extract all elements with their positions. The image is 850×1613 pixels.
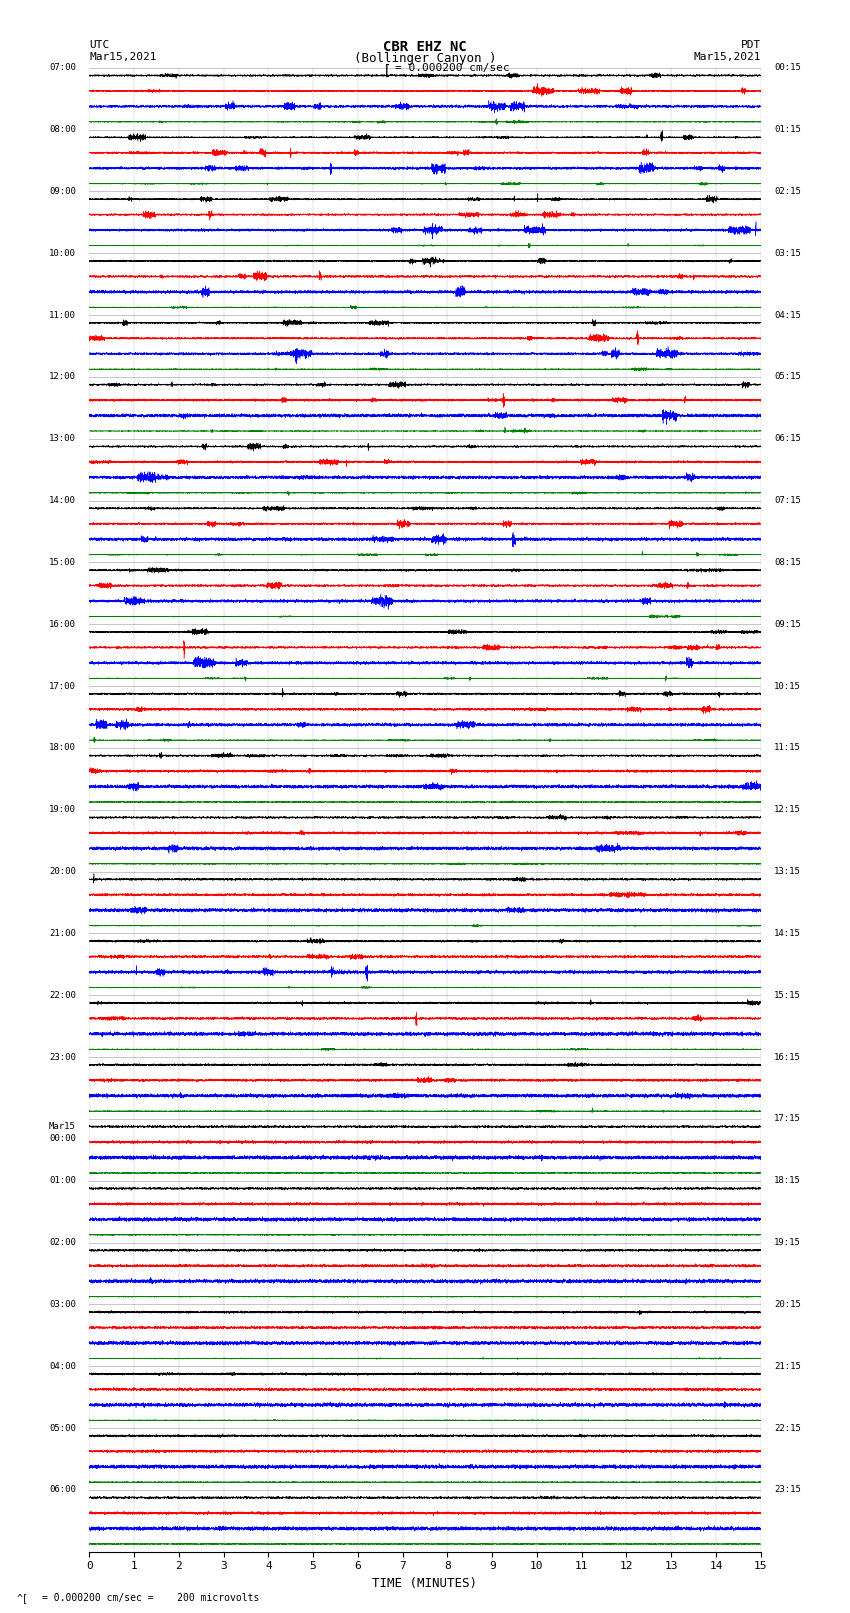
Text: 06:00: 06:00 — [49, 1486, 76, 1494]
X-axis label: TIME (MINUTES): TIME (MINUTES) — [372, 1578, 478, 1590]
Text: 13:00: 13:00 — [49, 434, 76, 444]
Text: 14:00: 14:00 — [49, 497, 76, 505]
Text: 20:15: 20:15 — [774, 1300, 801, 1308]
Text: 18:00: 18:00 — [49, 744, 76, 752]
Text: 23:00: 23:00 — [49, 1053, 76, 1061]
Text: 12:00: 12:00 — [49, 373, 76, 381]
Text: 06:15: 06:15 — [774, 434, 801, 444]
Text: 22:00: 22:00 — [49, 990, 76, 1000]
Text: 23:15: 23:15 — [774, 1486, 801, 1494]
Text: 15:15: 15:15 — [774, 990, 801, 1000]
Text: Mar15,2021: Mar15,2021 — [694, 52, 761, 61]
Text: 05:15: 05:15 — [774, 373, 801, 381]
Text: 21:15: 21:15 — [774, 1361, 801, 1371]
Text: 00:00: 00:00 — [49, 1134, 76, 1144]
Text: UTC: UTC — [89, 39, 110, 50]
Text: 14:15: 14:15 — [774, 929, 801, 937]
Text: 08:15: 08:15 — [774, 558, 801, 566]
Text: [: [ — [382, 65, 391, 77]
Text: 09:00: 09:00 — [49, 187, 76, 195]
Text: 10:00: 10:00 — [49, 248, 76, 258]
Text: 18:15: 18:15 — [774, 1176, 801, 1186]
Text: 22:15: 22:15 — [774, 1424, 801, 1432]
Text: 12:15: 12:15 — [774, 805, 801, 815]
Text: 19:15: 19:15 — [774, 1239, 801, 1247]
Text: 19:00: 19:00 — [49, 805, 76, 815]
Text: 20:00: 20:00 — [49, 868, 76, 876]
Text: 02:15: 02:15 — [774, 187, 801, 195]
Text: 17:15: 17:15 — [774, 1115, 801, 1123]
Text: 04:15: 04:15 — [774, 311, 801, 319]
Text: PDT: PDT — [740, 39, 761, 50]
Text: Mar15: Mar15 — [49, 1123, 76, 1131]
Text: 03:15: 03:15 — [774, 248, 801, 258]
Text: 01:15: 01:15 — [774, 126, 801, 134]
Text: 02:00: 02:00 — [49, 1239, 76, 1247]
Text: 03:00: 03:00 — [49, 1300, 76, 1308]
Text: 09:15: 09:15 — [774, 619, 801, 629]
Text: = 0.000200 cm/sec =    200 microvolts: = 0.000200 cm/sec = 200 microvolts — [42, 1594, 260, 1603]
Text: 04:00: 04:00 — [49, 1361, 76, 1371]
Text: 00:15: 00:15 — [774, 63, 801, 73]
Text: 16:15: 16:15 — [774, 1053, 801, 1061]
Text: 07:00: 07:00 — [49, 63, 76, 73]
Text: 07:15: 07:15 — [774, 497, 801, 505]
Text: 15:00: 15:00 — [49, 558, 76, 566]
Text: CBR EHZ NC: CBR EHZ NC — [383, 39, 467, 53]
Text: Mar15,2021: Mar15,2021 — [89, 52, 156, 61]
Text: 08:00: 08:00 — [49, 126, 76, 134]
Text: 13:15: 13:15 — [774, 868, 801, 876]
Text: (Bollinger Canyon ): (Bollinger Canyon ) — [354, 52, 496, 65]
Text: = 0.000200 cm/sec: = 0.000200 cm/sec — [395, 63, 510, 73]
Text: 21:00: 21:00 — [49, 929, 76, 937]
Text: 17:00: 17:00 — [49, 682, 76, 690]
Text: 11:15: 11:15 — [774, 744, 801, 752]
Text: 10:15: 10:15 — [774, 682, 801, 690]
Text: 05:00: 05:00 — [49, 1424, 76, 1432]
Text: ^[: ^[ — [17, 1594, 29, 1603]
Text: 01:00: 01:00 — [49, 1176, 76, 1186]
Text: 16:00: 16:00 — [49, 619, 76, 629]
Text: 11:00: 11:00 — [49, 311, 76, 319]
